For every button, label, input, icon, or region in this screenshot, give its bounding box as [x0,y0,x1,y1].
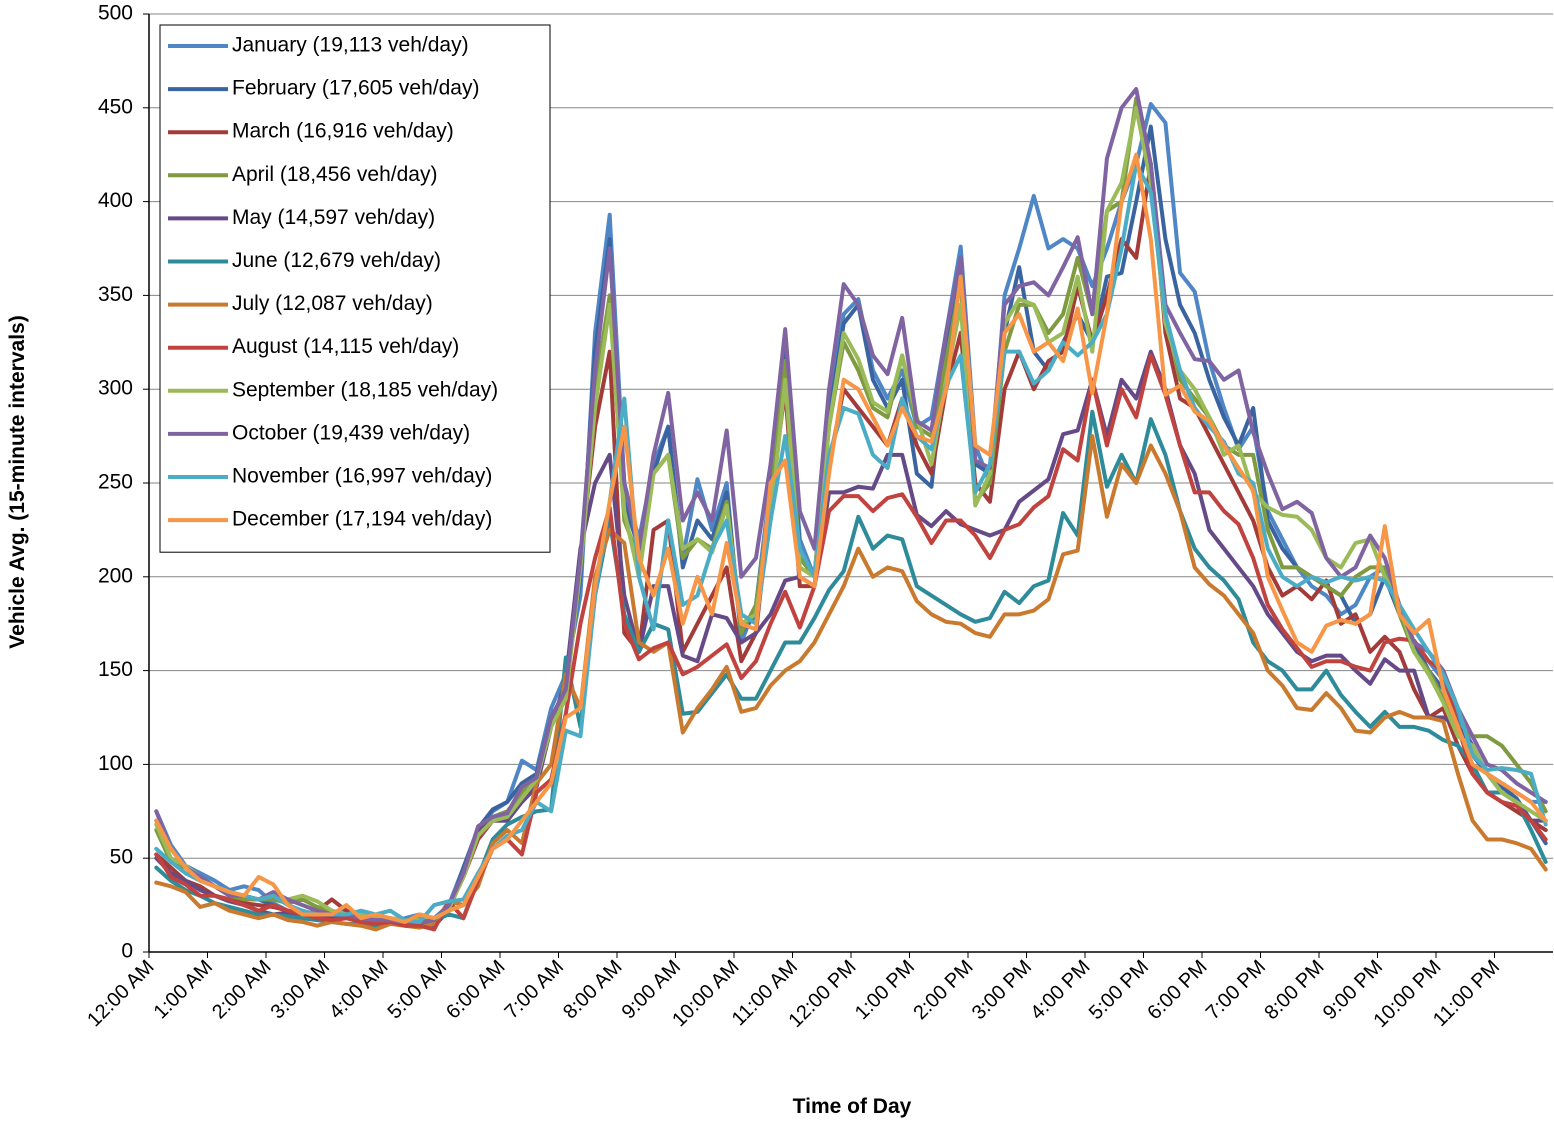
legend-label: May (14,597 veh/day) [232,206,435,229]
x-tick-label: 5:00 AM [384,956,451,1023]
series-line [154,87,1548,924]
legend-label: June (12,679 veh/day) [232,249,441,272]
legend-label: December (17,194 veh/day) [232,508,492,531]
legend-box [159,24,551,553]
legend-label: July (12,087 veh/day) [232,292,433,315]
x-tick-label: 4:00 PM [1026,956,1094,1024]
y-axis-title: Vehicle Avg. (15-minute intervals) [6,315,29,648]
y-tick-label: 150 [98,658,133,681]
x-tick-label: 6:00 PM [1143,956,1211,1024]
x-tick-label: 3:00 PM [968,956,1036,1024]
legend-label: November (16,997 veh/day) [232,465,492,488]
x-tick-label: 2:00 AM [208,956,275,1023]
legend-label: January (19,113 veh/day) [232,34,469,57]
x-tick-label: 1:00 PM [851,956,919,1024]
legend-label: September (18,185 veh/day) [232,378,498,401]
x-tick-label: 12:00 AM [83,956,158,1031]
x-axis-title: Time of Day [793,1095,912,1118]
y-tick-label: 350 [98,283,133,306]
y-tick-label: 500 [98,2,133,25]
series-line [154,152,1548,924]
x-tick-label: 7:00 AM [501,956,568,1023]
x-tick-label: 2:00 PM [909,956,977,1024]
y-tick-label: 450 [98,95,133,118]
legend: January (19,113 veh/day) February (17,605… [159,24,551,553]
y-tick-label: 200 [98,564,133,587]
series-line [154,353,1548,932]
x-tick-label: 3:00 AM [267,956,334,1023]
y-tick-label: 100 [98,752,133,775]
x-tick-label: 4:00 AM [325,956,392,1023]
y-tick-label: 250 [98,471,133,494]
y-tick-label: 400 [98,189,133,212]
x-tick-label: 8:00 AM [559,956,626,1023]
x-tick-label: 1:00 AM [150,956,217,1023]
x-tick-label: 7:00 PM [1202,956,1270,1024]
series-line [154,162,1548,924]
x-tick-label: 6:00 AM [442,956,509,1023]
y-tick-label: 300 [98,377,133,400]
legend-label: March (16,916 veh/day) [232,120,454,143]
y-tick-label: 0 [121,940,133,963]
legend-label: April (18,456 veh/day) [232,163,437,186]
legend-label: October (19,439 veh/day) [232,421,470,444]
x-tick-label: 8:00 PM [1260,956,1328,1024]
y-tick-label: 50 [110,846,133,869]
legend-label: August (14,115 veh/day) [232,335,459,358]
series-line [154,434,1548,932]
legend-label: February (17,605 veh/day) [232,77,479,100]
x-tick-label: 5:00 PM [1085,956,1153,1024]
